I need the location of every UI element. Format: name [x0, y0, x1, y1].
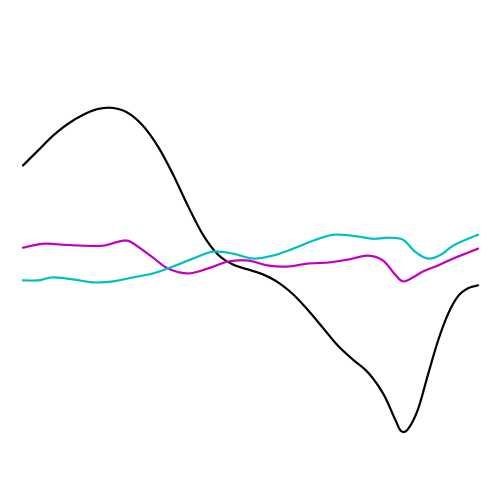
- series-line-2: [21, 239, 480, 283]
- series-layer: [21, 106, 480, 434]
- series-line-1: [21, 106, 480, 434]
- series-line-3: [21, 233, 480, 284]
